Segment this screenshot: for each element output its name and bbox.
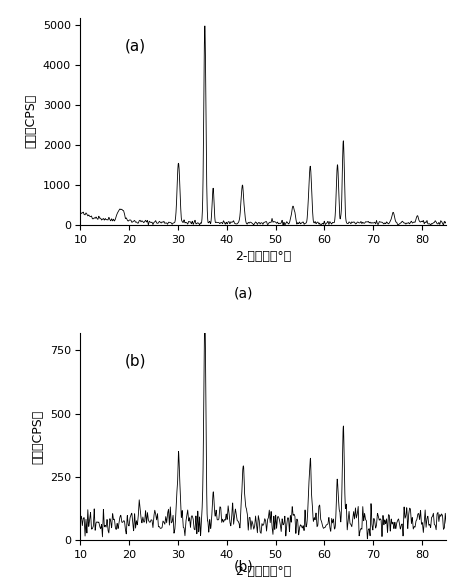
Y-axis label: 强度（CPS）: 强度（CPS） bbox=[24, 94, 37, 148]
Y-axis label: 强度（CPS）: 强度（CPS） bbox=[31, 409, 44, 464]
Text: (a): (a) bbox=[234, 287, 253, 301]
X-axis label: 2-衆射角（°）: 2-衆射角（°） bbox=[235, 565, 291, 579]
Text: (b): (b) bbox=[234, 559, 253, 573]
X-axis label: 2-衆射角（°）: 2-衆射角（°） bbox=[235, 250, 291, 263]
Text: (a): (a) bbox=[124, 39, 145, 53]
Text: (b): (b) bbox=[124, 353, 146, 369]
